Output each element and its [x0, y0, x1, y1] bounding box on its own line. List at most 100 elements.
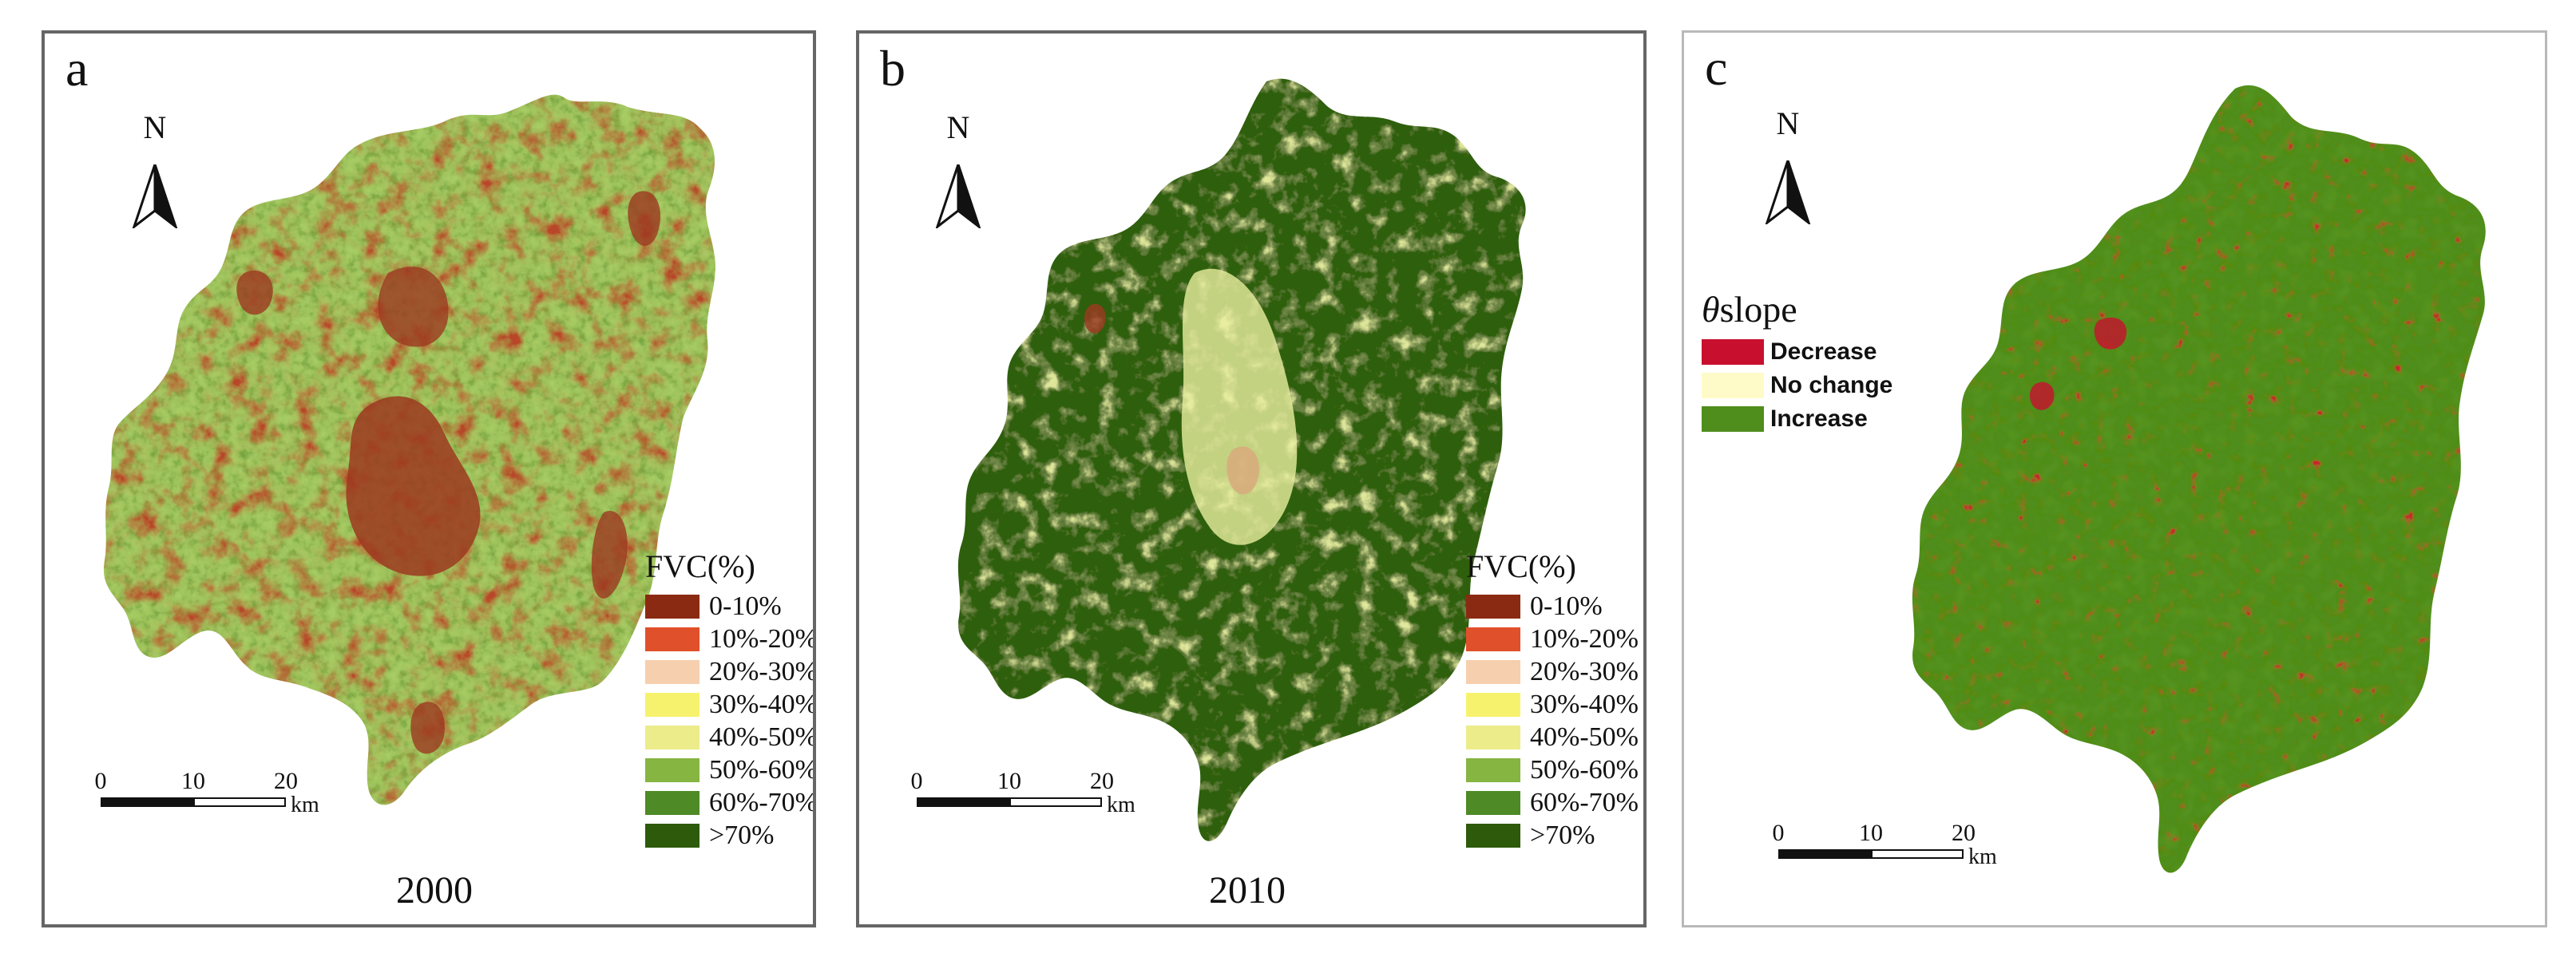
legend-label: Increase	[1770, 405, 1868, 432]
north-arrow: N	[934, 109, 982, 232]
legend-swatch	[1702, 339, 1764, 365]
legend-label: 10%-20%	[709, 623, 816, 654]
legend-swatch	[1466, 823, 1520, 848]
north-arrow-icon	[132, 164, 178, 231]
legend-item: 30%-40%	[1466, 688, 1639, 721]
legend-swatch	[1702, 406, 1764, 432]
legend-swatch	[645, 627, 699, 651]
panel-c: c	[1682, 30, 2547, 927]
year-label: 2010	[1209, 869, 1286, 912]
legend-item: >70%	[1466, 819, 1639, 852]
legend-swatch	[1466, 594, 1520, 619]
legend-label: 60%-70%	[1530, 787, 1639, 817]
panel-a: a	[42, 30, 816, 927]
scale-segment-dark	[101, 797, 193, 807]
legend-item: 50%-60%	[1466, 753, 1639, 786]
legend-item: Decrease	[1702, 335, 1892, 369]
north-arrow: N	[131, 109, 179, 232]
scale-tick: 10	[997, 768, 1021, 794]
north-label: N	[1776, 105, 1800, 141]
scale-bar-graphic: km	[917, 793, 1188, 817]
scale-ticks: 0 10 20	[95, 768, 372, 794]
legend-item: 0-10%	[645, 590, 813, 623]
legend-title: FVC(%)	[645, 548, 755, 584]
legend-item: 10%-20%	[645, 623, 816, 655]
fvc-legend: FVC(%) 0-10% 10%-20% 20%-30% 30%-40% 40%…	[645, 548, 816, 852]
legend-label: 0-10%	[1530, 591, 1603, 621]
fvc-map-2010	[957, 78, 1526, 841]
legend-swatch	[1466, 692, 1520, 717]
scale-tick: 20	[274, 768, 298, 794]
legend-swatch	[645, 594, 699, 619]
legend-label: Decrease	[1770, 338, 1877, 365]
legend-swatch	[645, 692, 699, 717]
legend-swatch	[1466, 659, 1520, 684]
slope-change-map	[1912, 85, 2486, 873]
scale-segment-light	[193, 797, 286, 807]
legend-label: >70%	[709, 820, 775, 850]
scale-unit: km	[1107, 793, 1135, 817]
legend-label: No change	[1770, 372, 1893, 398]
legend-swatch	[645, 823, 699, 848]
panel-label: a	[65, 40, 89, 97]
legend-label: 0-10%	[709, 591, 782, 621]
legend-item: 10%-20%	[1466, 623, 1639, 655]
legend-title: θslope	[1702, 288, 1892, 330]
legend-item: 60%-70%	[1466, 786, 1639, 819]
scale-segment-dark	[917, 797, 1009, 807]
legend-label: 10%-20%	[1530, 623, 1639, 654]
scale-tick: 0	[94, 768, 107, 794]
legend-swatch	[645, 659, 699, 684]
legend-label: 40%-50%	[1530, 722, 1639, 752]
scale-bar: 0 10 20 km	[911, 768, 1188, 817]
legend-label: 50%-60%	[709, 754, 816, 785]
legend-label: 20%-30%	[1530, 656, 1639, 686]
legend-title: FVC(%)	[1466, 548, 1576, 584]
scale-segment-light	[1871, 849, 1964, 859]
legend-swatch	[1466, 790, 1520, 815]
north-label: N	[946, 109, 970, 145]
legend-item: 20%-30%	[1466, 655, 1639, 688]
north-label: N	[143, 109, 167, 145]
scale-tick: 0	[910, 768, 923, 794]
legend-item: 0-10%	[1466, 590, 1639, 623]
north-arrow-icon	[1765, 160, 1811, 227]
legend-label: 50%-60%	[1530, 754, 1639, 785]
legend-label: 40%-50%	[709, 722, 816, 752]
legend-swatch	[645, 757, 699, 782]
theta-symbol: θ	[1702, 289, 1720, 330]
legend-label: 60%-70%	[709, 787, 816, 817]
scale-ticks: 0 10 20	[1773, 820, 2050, 846]
scale-bar: 0 10 20 km	[95, 768, 372, 817]
legend-item: 20%-30%	[645, 655, 816, 688]
legend-item: 60%-70%	[645, 786, 816, 819]
legend-label: 30%-40%	[1530, 689, 1639, 719]
scale-bar: 0 10 20 km	[1773, 820, 2050, 869]
fvc-map-2000	[103, 94, 715, 805]
north-arrow: N	[1764, 105, 1812, 228]
legend-item: 50%-60%	[645, 753, 816, 786]
legend-swatch	[1702, 373, 1764, 398]
legend-label: 30%-40%	[709, 689, 816, 719]
legend-item: No change	[1702, 369, 1892, 402]
legend-swatch	[645, 790, 699, 815]
legend-label: >70%	[1530, 820, 1595, 850]
slope-legend: θslope Decrease No change Increase	[1702, 288, 1892, 436]
legend-label: 20%-30%	[709, 656, 816, 686]
legend-item: >70%	[645, 819, 813, 852]
scale-segment-light	[1009, 797, 1102, 807]
scale-segment-dark	[1778, 849, 1871, 859]
panel-b: b N	[856, 30, 1647, 927]
scale-ticks: 0 10 20	[911, 768, 1188, 794]
scale-tick: 20	[1952, 820, 1976, 846]
legend-item: 40%-50%	[1466, 721, 1639, 753]
year-label: 2000	[396, 869, 473, 912]
legend-swatch	[1466, 725, 1520, 749]
scale-tick: 20	[1090, 768, 1114, 794]
legend-swatch	[1466, 757, 1520, 782]
scale-tick: 10	[1859, 820, 1883, 846]
panel-label: b	[880, 40, 906, 97]
scale-bar-graphic: km	[1778, 844, 2050, 869]
legend-swatch	[645, 725, 699, 749]
scale-bar-graphic: km	[101, 793, 372, 817]
